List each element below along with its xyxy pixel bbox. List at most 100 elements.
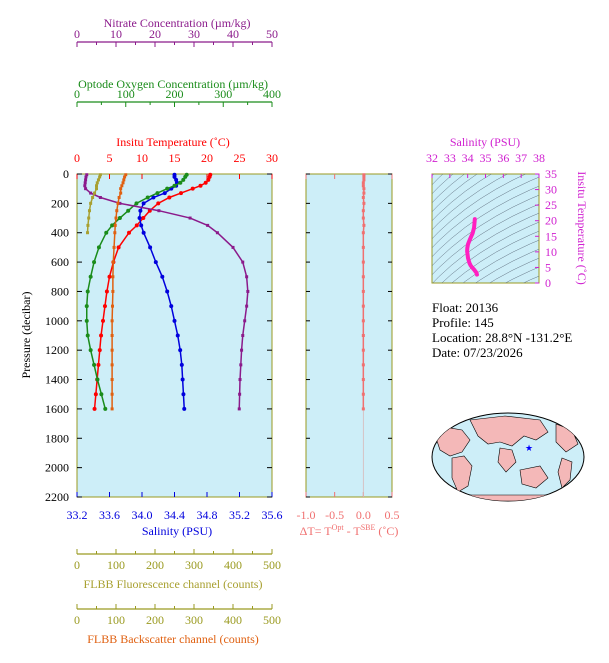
- fluorescence-point: [95, 181, 99, 185]
- deltat-point: [361, 209, 365, 213]
- salinity-point: [151, 195, 156, 200]
- deltat-point: [361, 363, 365, 367]
- density-contour: [432, 212, 539, 283]
- temperature-point: [116, 245, 121, 250]
- nitrate-tick-label: 0: [74, 27, 80, 41]
- temperature-point: [190, 186, 195, 191]
- nitrate-tick-label: 10: [110, 27, 122, 41]
- salinity-point: [165, 289, 170, 294]
- nitrate-tick-label: 40: [227, 27, 239, 41]
- fluorescence-point: [95, 184, 98, 188]
- temperature-tick-label: 30: [266, 151, 278, 165]
- density-contour: [432, 174, 508, 231]
- deltat-tick-label: 0.0: [356, 508, 371, 522]
- salinity-tick-label: 34.0: [132, 508, 153, 522]
- temperature-point: [96, 362, 101, 367]
- density-contour: [432, 194, 539, 267]
- nitrate-tick-label: 30: [188, 27, 200, 41]
- ts-x-tick-label: 35: [480, 151, 492, 165]
- oxygen-point: [96, 245, 101, 250]
- oxygen-point: [92, 260, 97, 265]
- deltat-axis-label: ΔT= TOpt - TSBE (˚C): [300, 523, 399, 538]
- deltat-point: [361, 348, 365, 352]
- backscatter-point: [111, 260, 115, 264]
- deltat-point: [362, 173, 366, 177]
- ts-y-tick-label: 15: [545, 229, 557, 243]
- temperature-point: [206, 177, 211, 182]
- backscatter-point: [115, 209, 119, 213]
- ts-density-contours: [432, 174, 539, 283]
- oxygen-point: [134, 201, 139, 206]
- salinity-point: [169, 304, 174, 309]
- backscatter-point: [110, 319, 114, 323]
- fluorescence-point: [91, 195, 95, 199]
- nitrate-point: [240, 348, 244, 352]
- pressure-tick-label: 1200: [45, 343, 69, 357]
- temperature-point: [92, 406, 97, 411]
- salinity-tick-label: 33.2: [67, 508, 88, 522]
- deltat-tick-label: 0.5: [385, 508, 400, 522]
- temperature-point: [198, 183, 203, 188]
- ts-y-tick-label: 35: [545, 167, 557, 181]
- world-map: ★: [431, 412, 585, 502]
- temperature-point: [203, 180, 208, 185]
- deltat-point: [362, 191, 366, 195]
- density-contour: [432, 174, 454, 195]
- fluorescence-point: [98, 173, 102, 177]
- nitrate-axis: 0 10 20 30 40 50: [74, 27, 278, 47]
- density-contour: [432, 174, 444, 186]
- fluorescence-tick-label: 500: [263, 558, 281, 572]
- salinity-point: [137, 216, 142, 221]
- salinity-point: [179, 362, 184, 367]
- backscatter-point: [121, 181, 125, 185]
- nitrate-point: [157, 209, 161, 213]
- pressure-tick-label: 1800: [45, 431, 69, 445]
- pressure-tick-label: 600: [51, 255, 69, 269]
- pressure-tick-label: 0: [63, 167, 69, 181]
- temperature-axis-label: Insitu Temperature (˚C): [116, 135, 230, 149]
- location: Location: 28.8°N -131.2°E: [432, 330, 573, 345]
- fluorescence-point: [87, 209, 91, 213]
- deltat-series: [361, 173, 366, 411]
- temperature-point: [127, 230, 131, 235]
- salinity-point: [153, 260, 158, 265]
- ts-x-tick-label: 33: [444, 151, 456, 165]
- backscatter-tick-label: 0: [74, 613, 80, 627]
- oxygen-axis: 0 100 200 300 400: [74, 87, 281, 107]
- ts-y-tick-label: 5: [545, 260, 551, 274]
- deltat-point: [361, 319, 365, 323]
- density-contour: [462, 239, 539, 283]
- nitrate-point: [215, 231, 219, 235]
- density-contour: [432, 176, 539, 249]
- oxygen-point: [85, 289, 90, 294]
- deltat-point: [362, 175, 366, 179]
- backscatter-point: [122, 178, 126, 182]
- density-contour: [432, 174, 478, 213]
- temperature-point: [156, 201, 161, 206]
- temperature-point: [141, 216, 146, 221]
- ts-plot-area: [431, 173, 540, 284]
- date: Date: 07/23/2026: [432, 345, 523, 360]
- fluorescence-point: [95, 187, 98, 191]
- density-contour: [504, 266, 539, 283]
- deltat-point: [362, 178, 366, 182]
- temperature-point: [99, 333, 104, 338]
- deltat-point: [362, 223, 366, 227]
- fluorescence-point: [93, 191, 97, 195]
- backscatter-point: [110, 348, 114, 352]
- nitrate-point: [98, 195, 102, 199]
- salinity-point: [162, 191, 167, 196]
- density-contour: [432, 174, 492, 222]
- salinity-axis-label: Salinity (PSU): [142, 524, 212, 538]
- oxygen-point: [165, 186, 170, 191]
- temperature-point: [102, 304, 107, 309]
- temperature-tick-label: 15: [169, 151, 181, 165]
- temperature-tick-label: 0: [74, 151, 80, 165]
- nitrate-point: [84, 175, 88, 179]
- oxygen-point: [95, 377, 100, 382]
- ts-x-tick-label: 34: [462, 151, 474, 165]
- main-plot-axes: 0 5 10 15 20 25 30 33.2 33.6 34.0 34.4 34.8 35.2 35.6…: [45, 151, 283, 522]
- backscatter-point: [123, 175, 127, 179]
- ts-line: [465, 217, 479, 277]
- deltat-point: [362, 201, 366, 205]
